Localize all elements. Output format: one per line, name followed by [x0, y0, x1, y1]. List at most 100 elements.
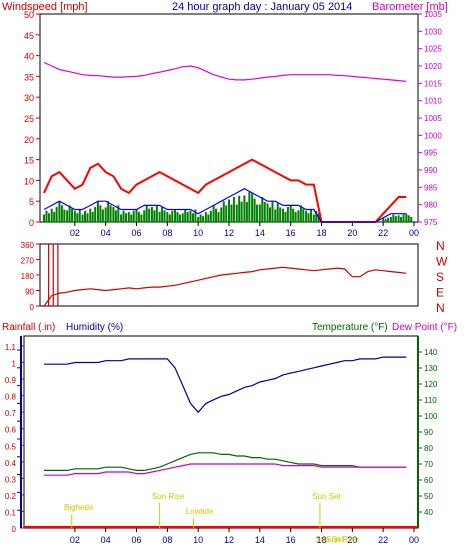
- barometer-tick-label: 1010: [424, 97, 442, 106]
- rain-tick-label: 0.7: [5, 409, 17, 418]
- direction-panel: [39, 243, 419, 307]
- sun-annotation: Sun Set: [312, 492, 341, 501]
- x-tick-label: 16: [286, 228, 296, 238]
- x-tick-label: 14: [255, 228, 265, 238]
- x-tick-label: 06: [131, 535, 141, 545]
- rain-tick-label: 1: [12, 360, 17, 369]
- barometer-tick-label: 1035: [424, 10, 442, 19]
- wind-tick-label: 5: [29, 197, 34, 207]
- x-tick-label: 02: [70, 228, 80, 238]
- direction-tick-label: 360: [21, 241, 35, 250]
- x-tick-label: 10: [193, 228, 203, 238]
- x-tick-label: 00: [409, 535, 419, 545]
- barometer-series: [43, 61, 407, 82]
- x-tick-label: 04: [101, 535, 111, 545]
- x-tick-label: 06: [131, 228, 141, 238]
- temperature-tick-label: 140: [424, 348, 438, 357]
- barometer-tick-label: 1015: [424, 79, 442, 88]
- barometer-tick-label: 1020: [424, 62, 442, 71]
- temperature-tick-label: 100: [424, 412, 438, 421]
- wind-tick-label: 25: [24, 114, 34, 124]
- x-tick-label: 02: [70, 535, 80, 545]
- x-tick-label: 20: [347, 535, 357, 545]
- temperature-tick-label: 90: [424, 428, 433, 437]
- barometer-axis-label: Barometer [mb]: [372, 1, 448, 13]
- wind-tick-label: 40: [24, 52, 34, 62]
- wind-tick-label: 15: [24, 156, 34, 166]
- temperature-tick-label: 60: [424, 476, 433, 485]
- rain-tick-label: 0.2: [5, 492, 17, 501]
- compass-label: W: [436, 255, 448, 269]
- temperature-label: Temperature (°F): [312, 322, 388, 333]
- temperature-tick-label: 70: [424, 460, 433, 469]
- rain-tick-label: 0.3: [5, 475, 17, 484]
- rain-tick-label: 0.8: [5, 393, 17, 402]
- wind-tick-label: 35: [24, 72, 34, 82]
- wind-tick-label: 45: [24, 31, 34, 41]
- rain-tick-label: 0.5: [5, 442, 17, 451]
- x-tick-label: 08: [162, 228, 172, 238]
- humidity-series: [44, 356, 407, 414]
- barometer-tick-label: 975: [424, 218, 438, 227]
- barometer-tick-label: 1000: [424, 131, 442, 140]
- humidity-label: Humidity (%): [66, 322, 123, 333]
- x-tick-label: 04: [101, 228, 111, 238]
- rain-tick-label: 1.1: [5, 343, 17, 352]
- wind-tick-label: 0: [29, 218, 34, 228]
- direction-tick-label: 270: [21, 257, 35, 266]
- rain-tick-label: 0.4: [5, 459, 17, 468]
- compass-label: S: [436, 270, 444, 284]
- x-tick-label: 12: [224, 535, 234, 545]
- rain-tick-label: 0.9: [5, 376, 17, 385]
- windspeed-series: [43, 188, 407, 223]
- barometer-tick-label: 980: [424, 201, 438, 210]
- temperature-tick-label: 80: [424, 444, 433, 453]
- direction-tick-label: 90: [25, 288, 34, 297]
- temperature-tick-label: 110: [424, 396, 437, 405]
- temp-panel: [23, 335, 419, 529]
- temperature-tick-label: 130: [424, 364, 438, 373]
- temperature-series: [44, 452, 407, 471]
- sun-annotation: Sun Set: [315, 535, 344, 544]
- sun-annotation: Sun Rise: [152, 492, 185, 501]
- barometer-tick-label: 990: [424, 166, 438, 175]
- temperature-tick-label: 50: [424, 492, 433, 501]
- barometer-tick-label: 1005: [424, 114, 442, 123]
- x-tick-label: 10: [193, 535, 203, 545]
- direction-series: [43, 266, 407, 307]
- sun-annotation: Bighede: [64, 503, 94, 512]
- direction-tick-label: 0: [30, 303, 35, 312]
- compass-label: N: [436, 301, 445, 315]
- wind-axis-label: Windspeed [mph]: [2, 1, 88, 13]
- compass-label: E: [436, 286, 444, 300]
- temperature-tick-label: 120: [424, 380, 438, 389]
- chart-title: 24 hour graph day : January 05 2014: [172, 1, 352, 13]
- barometer-tick-label: 985: [424, 183, 438, 192]
- x-tick-label: 22: [378, 535, 388, 545]
- rain-tick-label: 0.1: [5, 508, 17, 517]
- barometer-tick-label: 1030: [424, 27, 442, 36]
- wind-tick-label: 10: [24, 176, 34, 186]
- x-tick-label: 20: [347, 228, 357, 238]
- dewpoint-label: Dew Point (°F): [392, 322, 457, 333]
- x-tick-label: 22: [378, 228, 388, 238]
- dewpoint-series: [44, 463, 407, 476]
- barometer-tick-label: 995: [424, 149, 438, 158]
- wind-tick-label: 50: [24, 10, 34, 20]
- direction-tick-label: 180: [21, 272, 35, 281]
- x-tick-label: 18: [316, 535, 326, 545]
- rain-tick-label: 0: [12, 525, 17, 534]
- temperature-tick-label: 40: [424, 508, 433, 517]
- rainfall-label: Rainfall (.in): [2, 322, 55, 333]
- sun-annotation: Lowtide: [186, 507, 214, 516]
- sun-annotation: Sun Rise: [326, 535, 359, 544]
- x-tick-label: 00: [409, 228, 419, 238]
- wind-panel: [39, 13, 419, 223]
- wind-tick-label: 30: [24, 93, 34, 103]
- compass-label: N: [436, 239, 445, 253]
- x-tick-label: 14: [255, 535, 265, 545]
- x-tick-label: 12: [224, 228, 234, 238]
- x-tick-label: 16: [286, 535, 296, 545]
- x-tick-label: 08: [162, 535, 172, 545]
